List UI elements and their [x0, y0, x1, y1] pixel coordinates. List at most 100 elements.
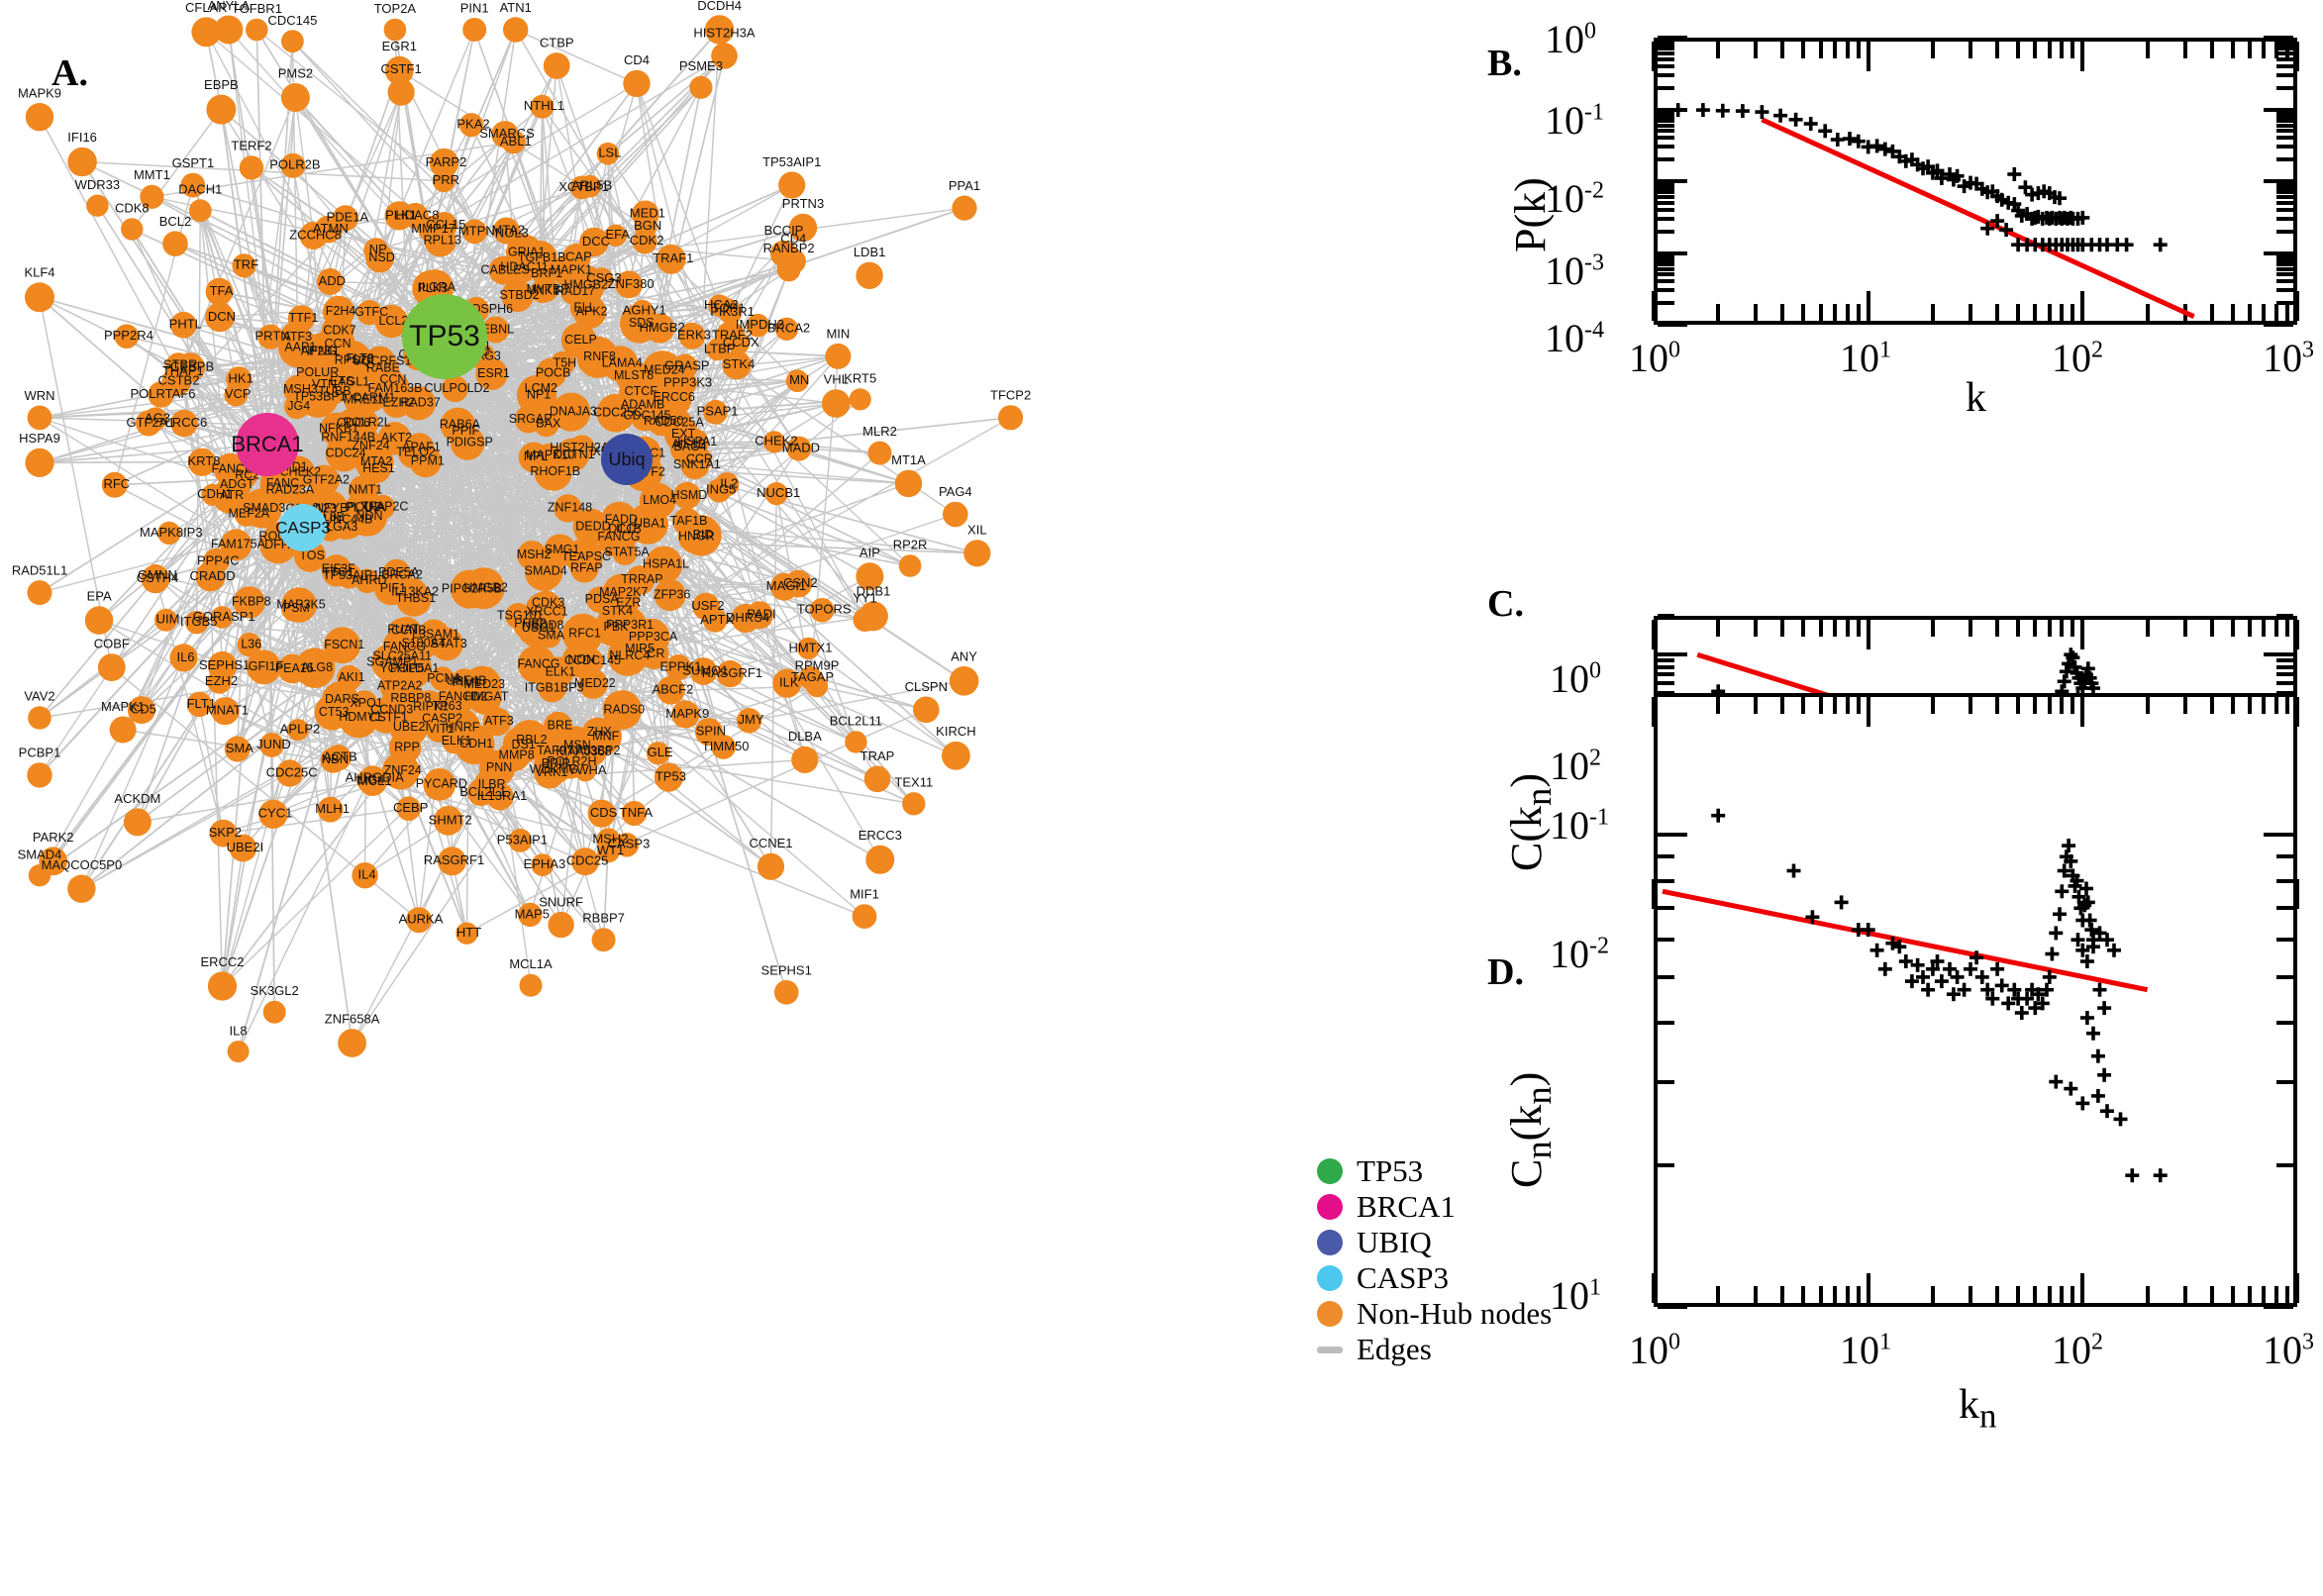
network-node[interactable]	[569, 175, 594, 200]
network-node[interactable]	[351, 409, 379, 438]
network-node[interactable]	[224, 736, 251, 762]
network-node[interactable]	[894, 469, 923, 498]
network-node[interactable]	[384, 201, 414, 231]
network-node[interactable]	[788, 213, 818, 243]
network-node[interactable]	[141, 564, 170, 594]
network-node[interactable]	[865, 845, 895, 874]
network-node[interactable]	[404, 433, 435, 462]
network-node[interactable]	[170, 409, 198, 438]
network-node[interactable]	[424, 225, 456, 257]
network-node[interactable]	[671, 700, 700, 729]
network-node[interactable]	[856, 562, 884, 591]
network-node[interactable]	[281, 30, 304, 53]
network-node[interactable]	[571, 848, 599, 876]
network-node[interactable]	[127, 696, 155, 725]
network-node[interactable]	[247, 649, 281, 685]
network-node[interactable]	[452, 419, 476, 445]
network-node[interactable]	[97, 653, 126, 681]
network-node[interactable]	[461, 219, 487, 245]
network-node[interactable]	[524, 552, 563, 591]
network-node[interactable]	[630, 401, 660, 432]
network-node[interactable]	[277, 653, 308, 684]
network-node[interactable]	[438, 847, 466, 876]
network-node[interactable]	[863, 765, 891, 793]
network-node[interactable]	[387, 644, 413, 669]
network-node[interactable]	[825, 343, 852, 369]
network-node[interactable]	[374, 304, 409, 339]
network-node[interactable]	[849, 388, 871, 411]
network-node[interactable]	[212, 478, 249, 514]
network-node[interactable]	[530, 94, 555, 119]
network-node[interactable]	[242, 488, 282, 529]
network-node[interactable]	[678, 322, 706, 349]
network-node[interactable]	[180, 172, 206, 198]
network-node[interactable]	[442, 375, 468, 403]
network-node[interactable]	[27, 762, 52, 788]
network-node[interactable]	[672, 353, 698, 380]
network-node[interactable]	[86, 194, 109, 217]
network-node[interactable]	[175, 352, 206, 383]
network-node[interactable]	[25, 282, 54, 313]
network-node[interactable]	[673, 481, 701, 510]
network-node[interactable]	[867, 441, 892, 465]
network-node[interactable]	[352, 862, 378, 889]
network-node[interactable]	[406, 907, 432, 934]
network-node[interactable]	[275, 759, 304, 787]
network-node[interactable]	[784, 569, 813, 598]
network-node[interactable]	[898, 554, 922, 577]
network-node[interactable]	[384, 55, 414, 85]
network-node[interactable]	[615, 270, 644, 299]
network-node[interactable]	[822, 389, 851, 418]
network-node[interactable]	[363, 350, 399, 387]
network-node[interactable]	[704, 15, 735, 45]
network-node[interactable]	[280, 152, 306, 178]
network-node[interactable]	[602, 690, 643, 730]
network-node[interactable]	[501, 130, 526, 154]
network-node[interactable]	[294, 648, 336, 688]
network-node[interactable]	[169, 644, 198, 672]
network-node[interactable]	[715, 321, 746, 350]
network-node[interactable]	[952, 195, 977, 221]
network-node[interactable]	[998, 405, 1024, 431]
network-node[interactable]	[136, 410, 162, 437]
network-node[interactable]	[316, 268, 344, 295]
network-node[interactable]	[856, 261, 883, 289]
network-node[interactable]	[680, 515, 722, 556]
network-node[interactable]	[455, 922, 478, 945]
network-node[interactable]	[322, 295, 355, 329]
network-node[interactable]	[711, 43, 738, 69]
network-node[interactable]	[913, 696, 940, 724]
network-node[interactable]	[554, 494, 582, 523]
network-node[interactable]	[582, 717, 613, 748]
network-node[interactable]	[703, 399, 728, 425]
network-node[interactable]	[396, 796, 422, 821]
network-node[interactable]	[561, 643, 597, 678]
network-node[interactable]	[123, 808, 152, 837]
network-node[interactable]	[284, 393, 310, 420]
hub-node-casp3[interactable]	[279, 504, 327, 551]
network-node[interactable]	[317, 796, 344, 823]
network-node[interactable]	[572, 508, 610, 546]
network-node[interactable]	[316, 324, 355, 364]
network-node[interactable]	[430, 627, 463, 661]
network-node[interactable]	[121, 218, 144, 241]
network-node[interactable]	[943, 501, 968, 528]
network-node[interactable]	[614, 833, 640, 857]
network-node[interactable]	[772, 668, 802, 698]
network-node[interactable]	[429, 148, 459, 178]
network-node[interactable]	[621, 800, 648, 827]
network-node[interactable]	[852, 904, 877, 929]
network-node[interactable]	[596, 828, 621, 852]
network-node[interactable]	[101, 471, 128, 498]
network-node[interactable]	[501, 279, 534, 313]
network-node[interactable]	[543, 52, 570, 79]
network-node[interactable]	[214, 15, 244, 45]
network-node[interactable]	[314, 215, 343, 244]
network-node[interactable]	[381, 751, 420, 790]
network-node[interactable]	[587, 799, 616, 828]
network-node[interactable]	[716, 659, 745, 688]
network-node[interactable]	[596, 142, 620, 165]
network-node[interactable]	[349, 495, 374, 521]
network-node[interactable]	[773, 980, 799, 1005]
network-node[interactable]	[229, 834, 257, 862]
